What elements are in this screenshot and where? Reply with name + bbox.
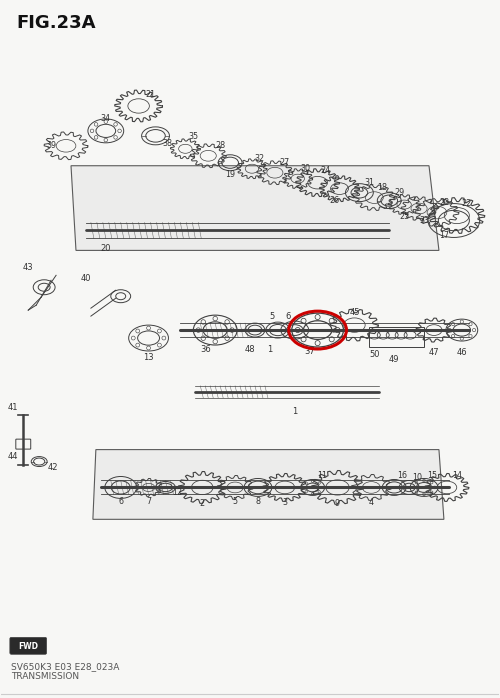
Text: 8: 8 [256,497,260,506]
Text: 30: 30 [300,164,310,173]
Text: 4: 4 [369,498,374,507]
Text: 21: 21 [146,89,156,98]
Text: TRANSMISSION: TRANSMISSION [12,672,80,681]
Text: 25: 25 [399,212,409,221]
Text: 43: 43 [23,263,34,272]
Text: 11: 11 [318,471,328,480]
Polygon shape [93,450,444,519]
Text: 35: 35 [188,133,198,142]
Text: 16: 16 [397,471,407,480]
Text: 23: 23 [440,198,450,207]
FancyBboxPatch shape [10,637,46,654]
Text: 33: 33 [419,216,429,225]
Text: 37: 37 [304,348,315,357]
Text: 22: 22 [462,199,472,208]
Text: 10: 10 [412,473,422,482]
Text: 26: 26 [330,196,340,205]
Text: 19: 19 [225,170,235,179]
Text: 12: 12 [172,488,182,497]
Text: 27: 27 [280,158,290,168]
Text: 3: 3 [282,498,288,507]
Text: 34: 34 [101,114,111,124]
Text: 42: 42 [48,463,58,472]
Text: FWD: FWD [18,642,38,651]
Text: 32: 32 [255,154,265,163]
Text: 49: 49 [389,355,400,364]
Text: 47: 47 [428,348,440,357]
Text: 24: 24 [320,166,330,175]
Text: 18: 18 [378,183,388,192]
Text: 20: 20 [100,244,111,253]
Text: 45: 45 [349,308,360,317]
Text: 15: 15 [427,471,437,480]
Text: 1: 1 [292,407,298,416]
Text: 5: 5 [232,497,237,506]
Text: SV650K3 E03 E28_023A: SV650K3 E03 E28_023A [12,662,120,671]
Polygon shape [71,165,439,251]
Text: 31: 31 [364,178,374,187]
Text: 40: 40 [80,274,91,283]
Bar [370,327,424,347]
Text: 7: 7 [146,497,151,506]
Text: 6: 6 [285,311,290,320]
Text: 48: 48 [244,346,256,355]
Text: 28: 28 [215,141,225,150]
Text: 14: 14 [452,471,462,480]
Text: 50: 50 [369,350,380,359]
Text: 13: 13 [144,353,154,362]
Text: 17: 17 [439,231,449,240]
Text: 1: 1 [268,346,272,355]
Text: 44: 44 [8,452,18,461]
Text: FIG.23A: FIG.23A [16,14,96,32]
Text: 41: 41 [8,403,18,413]
Text: 38: 38 [162,140,172,148]
Text: 36: 36 [200,346,210,355]
Text: 39: 39 [46,141,56,150]
Text: 9: 9 [335,499,340,508]
Text: 46: 46 [456,348,467,357]
Text: 6: 6 [118,497,123,506]
Text: 2: 2 [200,499,205,508]
Text: 29: 29 [394,188,404,197]
Text: 5: 5 [270,311,274,320]
